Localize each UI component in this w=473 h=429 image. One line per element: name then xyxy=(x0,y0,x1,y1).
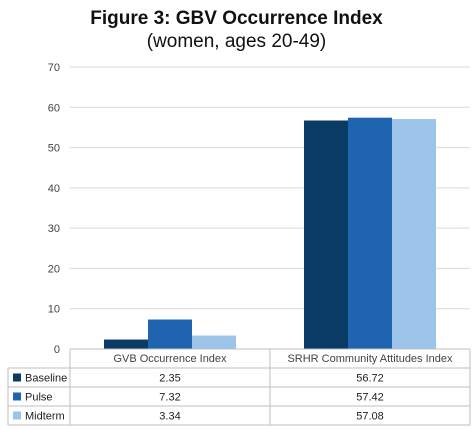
bar-pulse xyxy=(348,117,392,349)
data-label: 57.08 xyxy=(356,411,384,423)
chart-subtitle: (women, ages 20-49) xyxy=(146,31,327,52)
legend-label: Baseline xyxy=(25,373,67,385)
bar-midterm xyxy=(192,335,236,349)
y-tick-label: 0 xyxy=(54,344,60,356)
bar-baseline xyxy=(104,339,148,349)
legend-swatch-baseline xyxy=(13,373,21,382)
legend-swatch-pulse xyxy=(13,392,21,401)
legend-label: Midterm xyxy=(25,411,65,423)
bar-pulse xyxy=(148,319,192,349)
y-tick-label: 20 xyxy=(48,263,60,275)
y-tick-label: 50 xyxy=(48,143,60,155)
y-tick-label: 60 xyxy=(48,102,60,114)
bar-midterm xyxy=(392,119,436,350)
bar-baseline xyxy=(304,120,348,350)
y-tick-label: 70 xyxy=(48,62,60,74)
data-label: 3.34 xyxy=(159,411,180,423)
data-label: 2.35 xyxy=(159,373,180,385)
y-tick-label: 10 xyxy=(48,304,60,316)
data-label: 57.42 xyxy=(356,392,384,404)
x-tick-label: GVB Occurrence Index xyxy=(113,353,227,365)
legend-swatch-midterm xyxy=(13,411,21,420)
x-tick-label: SRHR Community Attitudes Index xyxy=(287,353,453,365)
y-tick-label: 30 xyxy=(48,223,60,235)
legend-label: Pulse xyxy=(25,392,53,404)
chart-title: Figure 3: GBV Occurrence Index xyxy=(90,8,383,29)
data-label: 56.72 xyxy=(356,373,384,385)
y-tick-label: 40 xyxy=(48,183,60,195)
data-label: 7.32 xyxy=(159,392,180,404)
